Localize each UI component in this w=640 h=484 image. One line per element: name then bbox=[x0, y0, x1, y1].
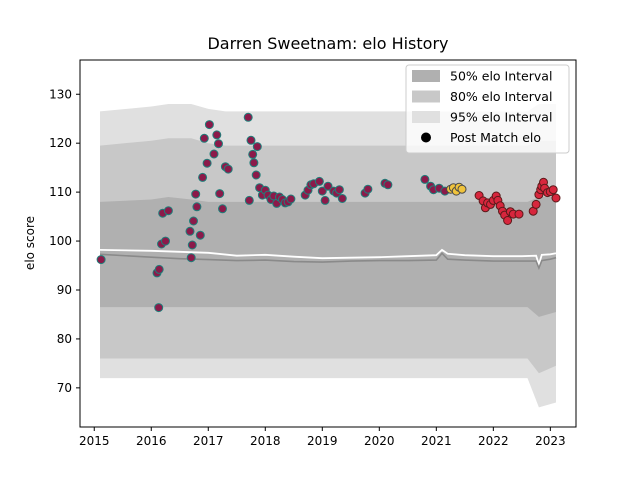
y-tick-label: 90 bbox=[57, 283, 72, 297]
data-point bbox=[204, 120, 214, 130]
data-point bbox=[189, 216, 198, 226]
data-point bbox=[186, 253, 196, 263]
axes: 2015 2016 2017 2018 2019 2020 2021 2022 2023 70 80… bbox=[49, 59, 577, 448]
legend-label: 50% elo Interval bbox=[450, 69, 552, 84]
x-tick-label: 2017 bbox=[193, 434, 224, 448]
legend-label: Post Match elo bbox=[450, 130, 541, 145]
data-point bbox=[286, 194, 296, 204]
data-point bbox=[154, 303, 164, 313]
data-point bbox=[163, 206, 173, 216]
legend-label: 80% elo Interval bbox=[450, 89, 552, 104]
x-tick-label: 2021 bbox=[421, 434, 452, 448]
y-tick-label: 70 bbox=[57, 381, 72, 395]
x-tick-label: 2022 bbox=[478, 434, 509, 448]
x-tick-label: 2019 bbox=[307, 434, 338, 448]
legend-marker bbox=[421, 132, 431, 143]
axes-frame bbox=[79, 59, 577, 428]
data-point bbox=[317, 186, 327, 196]
y-tick-label: 100 bbox=[49, 234, 72, 248]
median-elo-line bbox=[99, 252, 557, 271]
data-point bbox=[199, 133, 209, 143]
data-point bbox=[198, 172, 208, 182]
x-tick-label: 2023 bbox=[535, 434, 566, 448]
legend: 50% elo Interval 80% elo Interval 95% elo … bbox=[405, 64, 570, 154]
data-point bbox=[548, 185, 558, 195]
x-tick-label: 2020 bbox=[364, 434, 395, 448]
y-tick-label: 120 bbox=[49, 136, 72, 150]
x-tick-label: 2015 bbox=[79, 434, 110, 448]
data-point bbox=[161, 236, 170, 246]
legend-box bbox=[405, 64, 570, 154]
data-point bbox=[209, 149, 219, 159]
data-point bbox=[457, 184, 467, 194]
data-point bbox=[192, 202, 202, 212]
data-point bbox=[251, 170, 261, 180]
x-tick-label: 2018 bbox=[250, 434, 281, 448]
data-point bbox=[187, 240, 197, 250]
legend-swatch bbox=[412, 111, 440, 123]
data-point bbox=[383, 180, 393, 190]
data-point bbox=[154, 264, 164, 274]
data-point bbox=[531, 199, 541, 209]
data-point bbox=[320, 195, 330, 205]
data-point bbox=[551, 193, 561, 203]
legend-swatch bbox=[412, 90, 440, 103]
data-point bbox=[503, 216, 513, 225]
data-point bbox=[514, 209, 524, 219]
data-point bbox=[244, 195, 254, 205]
data-point bbox=[420, 174, 430, 184]
data-point bbox=[252, 142, 262, 152]
y-tick-label: 130 bbox=[49, 87, 72, 101]
data-point bbox=[314, 176, 324, 186]
data-point bbox=[223, 164, 233, 174]
data-point bbox=[215, 189, 225, 199]
data-point bbox=[202, 158, 212, 168]
data-point bbox=[96, 255, 106, 265]
x-tick-label: 2016 bbox=[136, 434, 167, 448]
data-point bbox=[191, 189, 201, 199]
data-point bbox=[185, 226, 195, 236]
data-point bbox=[337, 194, 347, 203]
data-point bbox=[195, 230, 205, 240]
data-point bbox=[246, 135, 256, 145]
data-point bbox=[249, 158, 259, 168]
band-50-interval bbox=[100, 197, 556, 317]
data-point bbox=[212, 130, 222, 140]
legend-label: 95% elo Interval bbox=[450, 110, 552, 125]
y-tick-label: 110 bbox=[49, 185, 72, 199]
data-point bbox=[334, 185, 344, 195]
y-tick-label: 80 bbox=[57, 332, 72, 346]
mean-elo-line bbox=[99, 248, 557, 268]
data-point bbox=[243, 112, 253, 122]
data-point bbox=[363, 184, 373, 194]
legend-swatch bbox=[412, 70, 440, 82]
data-point bbox=[218, 204, 227, 214]
data-point bbox=[323, 181, 333, 191]
data-point bbox=[214, 139, 223, 149]
data-point bbox=[248, 149, 258, 159]
plot-area bbox=[96, 104, 561, 408]
y-axis-label: elo score bbox=[23, 216, 37, 270]
chart-title: Darren Sweetnam: elo History bbox=[207, 34, 448, 53]
